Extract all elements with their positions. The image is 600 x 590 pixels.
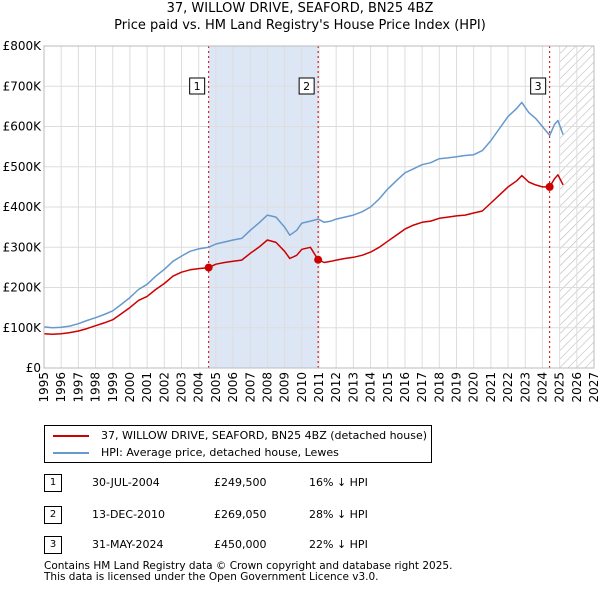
transaction-row: 3 31-MAY-2024 £450,000 22% ↓ HPI [44,536,464,556]
x-tick-label: 2004 [192,372,206,403]
x-tick-label: 2013 [346,372,360,403]
legend-item-property: 37, WILLOW DRIVE, SEAFORD, BN25 4BZ (det… [53,428,427,444]
footer-licence: This data is licensed under the Open Gov… [44,571,379,583]
property-price-line [43,174,564,335]
x-tick-label: 2001 [140,372,154,403]
sale-label-box [298,77,315,95]
x-tick-label: 2012 [329,372,343,403]
y-tick-label: £800K [3,39,43,53]
price-chart: 1 2 3 £0 £100K £200K £300K £400K £500K £600K £700… [3,39,600,403]
x-tick-label: 2009 [278,372,292,403]
y-tick-label: £400K [3,200,43,214]
x-tick-label: 2006 [226,372,240,403]
y-tick-label: £500K [3,160,43,174]
footer-copyright: Contains HM Land Registry data © Crown c… [44,560,453,572]
x-tick-label: 2026 [570,372,584,403]
legend-swatch-red [53,435,89,437]
chart-series [43,101,564,335]
x-tick-label: 2023 [518,372,532,403]
x-tick-label: 2003 [175,372,189,403]
transaction-hpi: 28% ↓ HPI [309,508,368,521]
y-tick-label: £600K [3,120,43,134]
transaction-date: 30-JUL-2004 [92,476,160,489]
x-tick-label: 2010 [295,372,309,403]
x-tick-label: 2017 [415,372,429,403]
x-tick-label: 2027 [587,372,600,403]
sale-label-box [530,77,547,95]
sale-label-box [189,77,206,95]
transaction-row: 1 30-JUL-2004 £249,500 16% ↓ HPI [44,474,464,494]
legend-label-hpi: HPI: Average price, detached house, Lewe… [101,446,339,459]
x-tick-label: 1997 [71,372,85,403]
x-tick-label: 2011 [312,372,326,403]
hpi-line [43,101,564,329]
x-tick-label: 2019 [450,372,464,403]
x-tick-label: 2008 [260,372,274,403]
x-tick-label: 2014 [364,372,378,403]
transaction-price: £450,000 [214,538,267,551]
y-tick-label: £100K [3,321,43,335]
title-line-2: Price paid vs. HM Land Registry's House … [114,18,486,33]
x-tick-label: 2022 [501,372,515,403]
x-tick-label: 2024 [535,372,549,403]
y-tick-label: £200K [3,281,43,295]
legend-item-hpi: HPI: Average price, detached house, Lewe… [53,445,339,461]
chart-axes: £0 £100K £200K £300K £400K £500K £600K £700K £80… [3,39,600,403]
title-line-1: 37, WILLOW DRIVE, SEAFORD, BN25 4BZ [166,1,434,16]
y-tick-label: £300K [3,240,43,254]
x-tick-label: 2002 [157,372,171,403]
transaction-price: £269,050 [214,508,267,521]
transaction-number: 2 [44,506,62,524]
y-tick-label: £0 [26,361,41,375]
x-tick-label: 1996 [54,372,68,403]
sale-point [204,263,213,272]
transaction-row: 2 13-DEC-2010 £269,050 28% ↓ HPI [44,506,464,526]
plot-border [43,45,595,369]
chart-title: 37, WILLOW DRIVE, SEAFORD, BN25 4BZ Pric… [0,0,600,34]
sale-label: 3 [535,80,542,93]
sale-markers: 1 2 3 [189,77,554,272]
transaction-number: 3 [44,536,62,554]
transaction-hpi: 16% ↓ HPI [309,476,368,489]
x-tick-label: 2007 [243,372,257,403]
sale-label: 1 [194,80,201,93]
transaction-date: 31-MAY-2024 [92,538,164,551]
x-tick-label: 2020 [467,372,481,403]
x-tick-label: 1999 [106,372,120,403]
legend-swatch-blue [53,452,89,454]
x-tick-label: 1995 [37,372,51,403]
transaction-price: £249,500 [214,476,267,489]
sale-point [314,255,323,264]
x-tick-label: 2005 [209,372,223,403]
footer: Contains HM Land Registry data © Crown c… [44,561,452,583]
chart-legend: 37, WILLOW DRIVE, SEAFORD, BN25 4BZ (det… [44,425,432,463]
x-tick-label: 2025 [553,372,567,403]
x-tick-label: 2000 [123,372,137,403]
x-tick-label: 2016 [398,372,412,403]
transaction-number: 1 [44,474,62,492]
sale-label: 2 [303,80,310,93]
y-tick-label: £700K [3,79,43,93]
x-tick-label: 1998 [89,372,103,403]
x-tick-label: 2015 [381,372,395,403]
x-tick-label: 2021 [484,372,498,403]
transaction-hpi: 22% ↓ HPI [309,538,368,551]
x-tick-label: 2018 [432,372,446,403]
transaction-date: 13-DEC-2010 [92,508,166,521]
legend-label-property: 37, WILLOW DRIVE, SEAFORD, BN25 4BZ (det… [101,429,428,442]
sale-point [545,182,554,191]
chart-grid [43,45,595,369]
